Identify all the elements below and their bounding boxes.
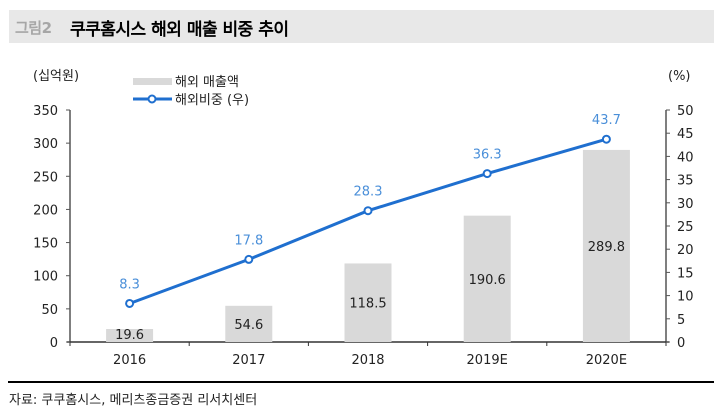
legend-line-label: 해외비중 (우): [175, 93, 249, 108]
line-point: [363, 206, 373, 216]
left-axis-unit-label: (십억원): [33, 69, 79, 84]
x-axis-label: 2020E: [586, 353, 627, 368]
right-axis-unit-label: (%): [668, 69, 691, 84]
figure-label: 그림2: [15, 19, 52, 37]
left-axis-tick-label: 350: [33, 104, 58, 119]
x-axis-label: 2018: [351, 353, 384, 368]
left-axis-tick-label: 100: [33, 270, 58, 285]
line-value-label: 28.3: [354, 185, 383, 200]
title-bar: 그림2 쿠쿠홈시스 해외 매출 비중 추이: [9, 10, 714, 43]
x-axis-label: 2017: [232, 353, 265, 368]
line-point: [125, 298, 135, 308]
line-series: [125, 134, 611, 308]
right-axis-tick-label: 25: [677, 220, 694, 235]
right-axis-tick-label: 10: [677, 290, 694, 305]
legend: 해외 매출액 해외비중 (우): [133, 75, 249, 108]
chart-title: 쿠쿠홈시스 해외 매출 비중 추이: [70, 20, 289, 40]
legend-bar-label: 해외 매출액: [175, 75, 239, 90]
right-axis-tick-label: 45: [677, 127, 694, 142]
line-point: [244, 254, 254, 264]
right-axis-tick-label: 15: [677, 266, 694, 281]
line-labels: 8.3 17.8 28.3 36.3 43.7: [119, 113, 621, 292]
left-axis-tick-labels: 0 50 100 150 200 250 300 350: [33, 104, 58, 351]
legend-bar-swatch: [133, 78, 172, 85]
source-note: 자료: 쿠쿠홈시스, 메리츠종금증권 리서치센터: [9, 393, 258, 408]
bar-labels: 19.6 54.6 118.5 190.6 289.8: [115, 240, 625, 343]
bar-value-label: 118.5: [349, 297, 386, 312]
line-value-label: 43.7: [592, 113, 621, 128]
right-axis-tick-label: 40: [677, 150, 694, 165]
right-axis-tick-label: 30: [677, 197, 694, 212]
bar: [463, 215, 511, 342]
left-axis-tick-label: 50: [41, 303, 58, 318]
right-axis-tick-label: 5: [677, 313, 685, 328]
x-axis-labels: 2016 2017 2018 2019E 2020E: [113, 353, 627, 368]
bar-value-label: 190.6: [469, 273, 506, 288]
right-axis-tick-label: 20: [677, 243, 694, 258]
line-value-label: 8.3: [119, 277, 140, 292]
bar-value-label: 289.8: [588, 240, 625, 255]
line-value-label: 36.3: [473, 148, 502, 163]
bar: [225, 305, 273, 342]
right-axis-tick-label: 35: [677, 174, 694, 189]
right-axis-tick-label: 0: [677, 336, 685, 351]
source-divider: [8, 381, 714, 383]
left-axis-tick-label: 150: [33, 237, 58, 252]
bar: [582, 149, 630, 342]
bar: [344, 263, 392, 342]
left-axis-tick-label: 0: [50, 336, 58, 351]
x-axis-label: 2019E: [467, 353, 508, 368]
x-axis-label: 2016: [113, 353, 146, 368]
right-axis-tick-labels: 0 5 10 15 20 25 30 35 40 45 50: [677, 104, 694, 351]
left-axis-tick-label: 250: [33, 170, 58, 185]
bar-value-label: 54.6: [234, 318, 263, 333]
left-axis-tick-label: 200: [33, 203, 58, 218]
left-axis-tick-label: 300: [33, 137, 58, 152]
line-point: [482, 169, 492, 179]
legend-line-marker: [147, 94, 157, 104]
bar: [106, 329, 154, 342]
bar-value-label: 19.6: [115, 328, 144, 343]
line-point: [601, 134, 611, 144]
bars: [106, 149, 630, 342]
line-value-label: 17.8: [234, 233, 263, 248]
right-axis-tick-label: 50: [677, 104, 694, 119]
